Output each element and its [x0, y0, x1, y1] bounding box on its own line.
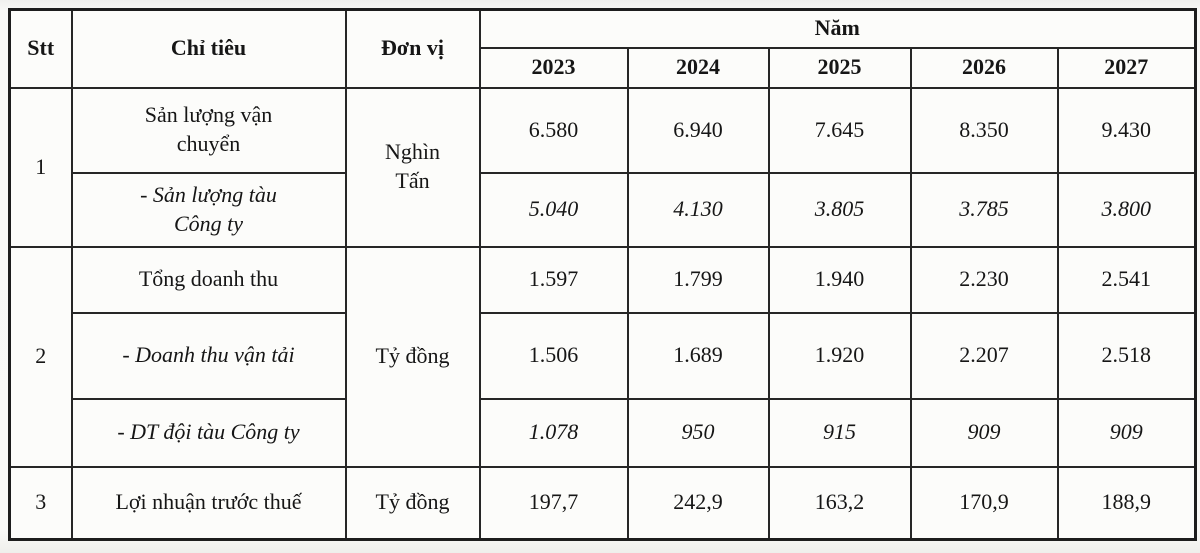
unit-line: Tỷ đồng: [375, 489, 450, 515]
row-label-text: - Sản lượng tàu Công ty: [140, 181, 277, 236]
value-cell: 1.597: [478, 245, 629, 314]
value-cell: 915: [767, 397, 912, 468]
value-cell: 2.207: [909, 311, 1059, 400]
row-number-1: 1: [8, 86, 73, 248]
row-label: Sản lượng vận chuyển: [70, 86, 347, 174]
year-header-2024: 2024: [626, 46, 770, 89]
value-cell: 1.689: [626, 311, 770, 400]
forecast-table: Stt Chỉ tiêu Đơn vị Năm 2023 2024 2025 2…: [8, 8, 1198, 541]
value-cell: 1.078: [478, 397, 629, 468]
year-group-header: Năm: [478, 8, 1197, 49]
year-header-2026: 2026: [909, 46, 1059, 89]
value-cell: 909: [1056, 397, 1197, 468]
value-cell: 3.805: [767, 171, 912, 248]
value-cell: 3.800: [1056, 171, 1197, 248]
value-cell: 2.230: [909, 245, 1059, 314]
col-header-stt: Stt: [8, 8, 73, 89]
row-label: - DT đội tàu Công ty: [70, 397, 347, 468]
value-cell: 197,7: [478, 465, 629, 541]
value-cell: 9.430: [1056, 86, 1197, 174]
value-cell: 6.580: [478, 86, 629, 174]
row-label: Tổng doanh thu: [70, 245, 347, 314]
row-label-text: - DT đội tàu Công ty: [117, 419, 300, 445]
row-label: Lợi nhuận trước thuế: [70, 465, 347, 541]
unit-cell: Tỷ đồng: [344, 245, 481, 468]
value-cell: 1.799: [626, 245, 770, 314]
unit-cell: Nghìn Tấn: [344, 86, 481, 248]
unit-line: Tấn: [395, 168, 430, 193]
row-label-text: - Doanh thu vận tải: [122, 342, 295, 368]
year-header-2027: 2027: [1056, 46, 1197, 89]
value-cell: 2.518: [1056, 311, 1197, 400]
value-cell: 163,2: [767, 465, 912, 541]
value-cell: 8.350: [909, 86, 1059, 174]
value-cell: 4.130: [626, 171, 770, 248]
value-cell: 242,9: [626, 465, 770, 541]
value-cell: 6.940: [626, 86, 770, 174]
col-header-criteria: Chỉ tiêu: [70, 8, 347, 89]
value-cell: 909: [909, 397, 1059, 468]
value-cell: 170,9: [909, 465, 1059, 541]
value-cell: 950: [626, 397, 770, 468]
value-cell: 7.645: [767, 86, 912, 174]
row-label-text: Tổng doanh thu: [138, 266, 279, 292]
value-cell: 1.940: [767, 245, 912, 314]
year-header-2023: 2023: [478, 46, 629, 89]
value-cell: 2.541: [1056, 245, 1197, 314]
unit-cell: Tỷ đồng: [344, 465, 481, 541]
row-number-2: 2: [8, 245, 73, 468]
unit-line: Tỷ đồng: [375, 343, 450, 369]
row-label: - Sản lượng tàu Công ty: [70, 171, 347, 248]
row-label-text: Lợi nhuận trước thuế: [115, 489, 302, 515]
row-label-text: Sản lượng vận chuyển: [144, 102, 273, 156]
value-cell: 188,9: [1056, 465, 1197, 541]
value-cell: 5.040: [478, 171, 629, 248]
year-header-2025: 2025: [767, 46, 912, 89]
row-label: - Doanh thu vận tải: [70, 311, 347, 400]
value-cell: 1.920: [767, 311, 912, 400]
unit-line: Nghìn: [385, 139, 440, 165]
row-number-3: 3: [8, 465, 73, 541]
col-header-unit: Đơn vị: [344, 8, 481, 89]
value-cell: 1.506: [478, 311, 629, 400]
value-cell: 3.785: [909, 171, 1059, 248]
